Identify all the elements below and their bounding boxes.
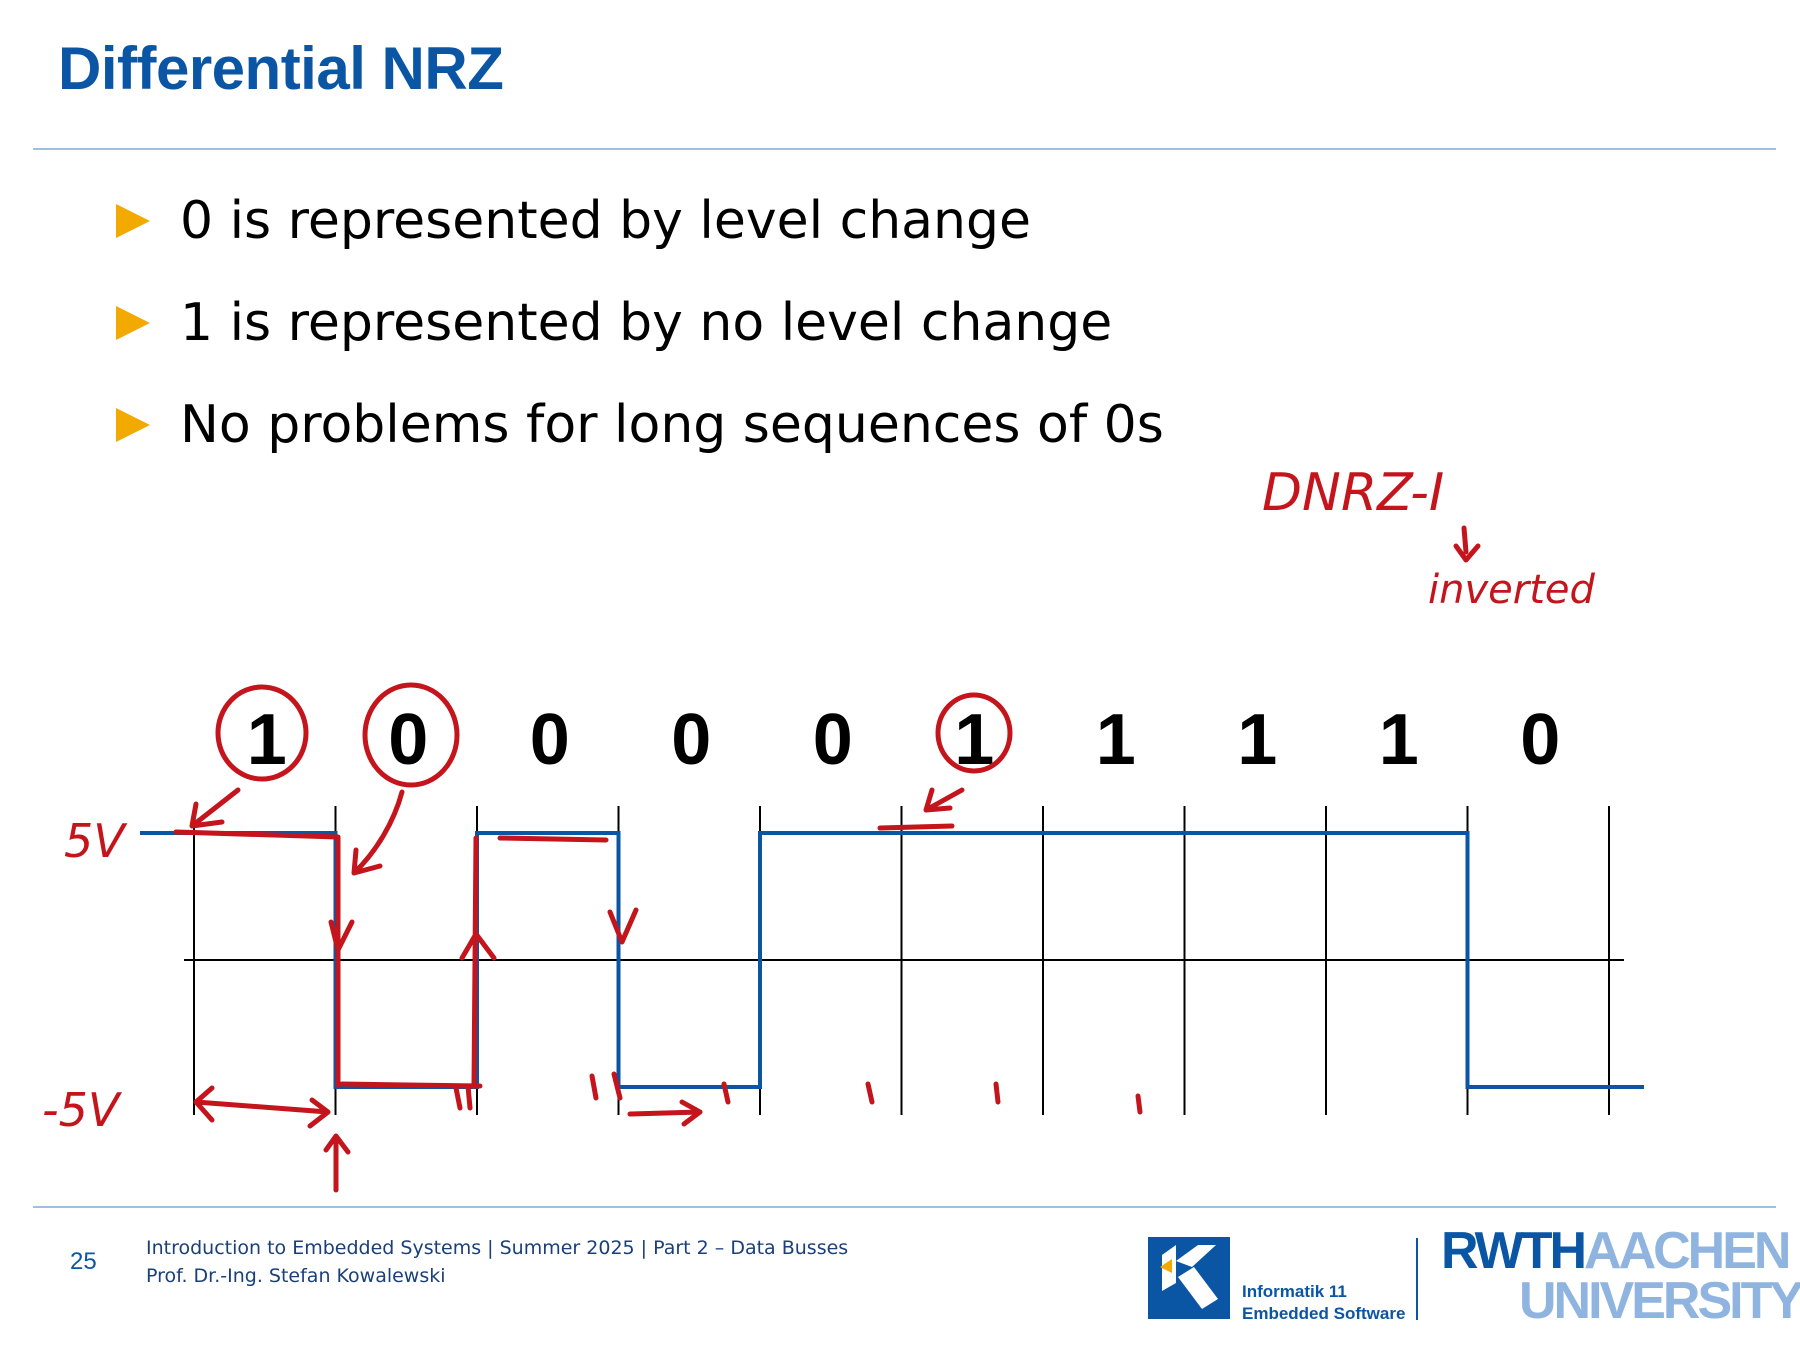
timing-grid	[184, 806, 1624, 1115]
arrow-mark	[607, 907, 639, 945]
footer-divider	[33, 1206, 1776, 1208]
bit-label: 0	[1520, 700, 1560, 780]
bullet-arrow-icon	[116, 306, 150, 340]
bullet-text: No problems for long sequences of 0s	[180, 395, 1164, 455]
bullet-item: No problems for long sequences of 0s	[116, 374, 1164, 476]
trace-mark	[877, 823, 955, 831]
bit-label: 1	[1379, 700, 1419, 780]
title-divider	[33, 148, 1776, 150]
circle-mark	[215, 684, 309, 782]
bullet-arrow-icon	[116, 204, 150, 238]
logo-divider	[1416, 1238, 1418, 1320]
variant-annotation: DNRZ-I	[1262, 463, 1444, 523]
arrow-mark	[1453, 525, 1481, 563]
bullet-arrow-icon	[116, 408, 150, 442]
tick-marks	[453, 1071, 1143, 1115]
institute-logo-icon	[1148, 1237, 1230, 1319]
circle-mark	[935, 692, 1013, 774]
bullet-item: 0 is represented by level change	[116, 170, 1164, 272]
trace-mark	[497, 835, 609, 843]
arrow-mark	[351, 789, 405, 876]
low-level-annotation: -5V	[42, 1083, 123, 1137]
bit-label: 0	[671, 700, 711, 780]
duration-arrow	[193, 1085, 331, 1129]
arrow-mark	[189, 787, 241, 829]
high-level-annotation: 5V	[64, 814, 128, 868]
arrow-mark	[627, 1099, 703, 1127]
trace-mark	[339, 1081, 483, 1089]
bit-label: 1	[247, 700, 287, 780]
author-line: Prof. Dr.-Ing. Stefan Kowalewski	[146, 1265, 446, 1287]
arrow-mark	[923, 787, 965, 813]
bit-label: 0	[813, 700, 853, 780]
page-number: 25	[70, 1248, 97, 1275]
arrow-mark	[459, 835, 497, 1089]
variant-note-annotation: inverted	[1428, 567, 1595, 613]
trace-mark	[173, 829, 341, 840]
bit-label: 1	[1096, 700, 1136, 780]
arrow-mark	[328, 919, 355, 953]
university-logo: RWTHAACHEN UNIVERSITY	[1441, 1222, 1800, 1330]
bit-label: 0	[530, 700, 570, 780]
slide-title: Differential NRZ	[58, 35, 504, 102]
footer-text: Introduction to Embedded Systems | Summe…	[146, 1234, 848, 1290]
course-line: Introduction to Embedded Systems | Summe…	[146, 1237, 849, 1259]
bullet-item: 1 is represented by no level change	[116, 272, 1164, 374]
arrow-mark	[323, 1133, 351, 1193]
bullet-text: 0 is represented by level change	[180, 191, 1031, 251]
bit-label: 1	[1237, 700, 1277, 780]
handwritten-annotations: 5V -5V DNRZ-I inverted	[42, 463, 1595, 1193]
bit-label: 0	[388, 700, 428, 780]
circle-mark	[362, 682, 460, 788]
bullet-list: 0 is represented by level change 1 is re…	[116, 170, 1164, 476]
institute-name: Informatik 11 Embedded Software	[1242, 1282, 1406, 1323]
bullet-text: 1 is represented by no level change	[180, 293, 1113, 353]
